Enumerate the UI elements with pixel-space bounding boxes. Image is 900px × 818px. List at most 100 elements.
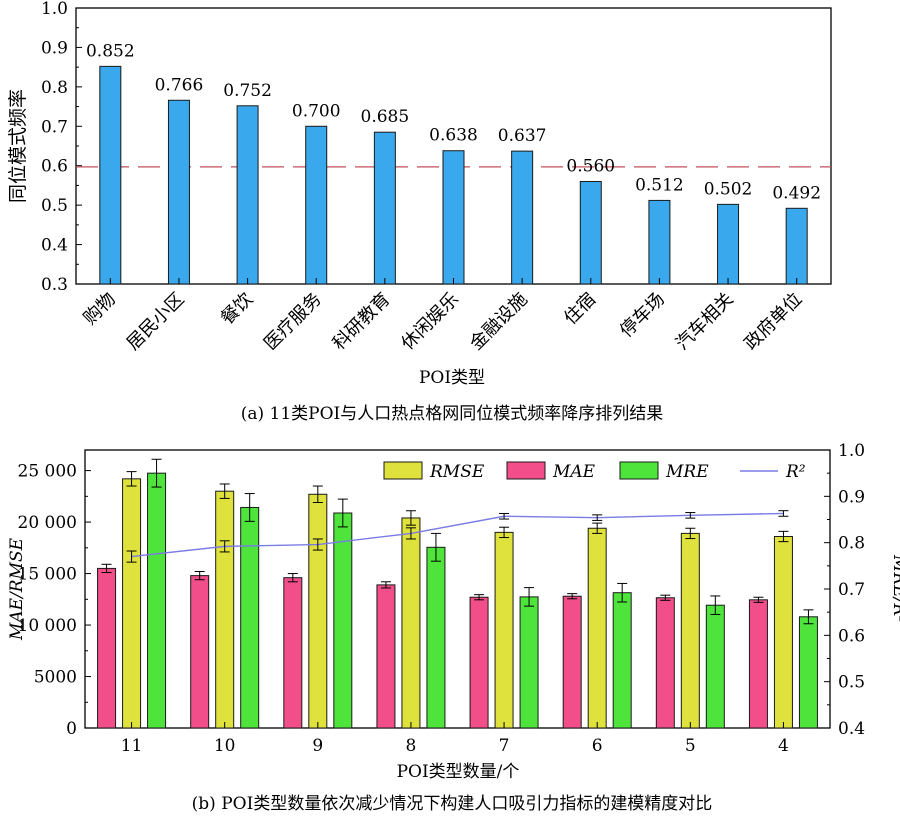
panel-b-category-label: 9 <box>312 736 323 756</box>
panel-b-left-y-tick-label: 10 000 <box>18 616 77 636</box>
panel-a-bar <box>717 203 740 285</box>
panel-b-rmse-bar <box>773 535 793 729</box>
panel-a-bar <box>442 150 465 285</box>
panel-b-right-y-axis: 0.4 0.5 0.6 0.7 0.8 0.9 1.0 <box>824 441 865 739</box>
panel-b-category-label: 7 <box>499 736 510 756</box>
panel-a-value-label: 0.700 <box>292 101 341 121</box>
panel-b-x-axis: 11 10 9 8 7 6 5 4 <box>121 722 789 756</box>
panel-a-value-label: 0.852 <box>86 41 135 61</box>
panel-a-value-label: 0.638 <box>429 126 478 146</box>
panel-a-value-label: 0.560 <box>566 156 615 176</box>
panel-a-y-tick-label: 0.4 <box>41 236 68 256</box>
panel-b-rmse-bar <box>494 531 514 729</box>
panel-a-bar <box>305 125 328 285</box>
panel-b-r2-line <box>131 512 784 558</box>
legend-label: RMSE <box>429 462 485 482</box>
panel-b-right-y-tick-label: 0.4 <box>838 719 865 739</box>
panel-a-category-label: 住宿 <box>560 289 600 329</box>
panel-a-value-label: 0.685 <box>361 107 410 127</box>
panel-a-category-label: 政府单位 <box>740 289 806 355</box>
panel-b-r2-series <box>126 510 789 563</box>
panel-b-x-axis-title: POI类型数量/个 <box>397 762 520 782</box>
legend-swatch <box>619 461 659 480</box>
panel-a-bar <box>99 65 122 285</box>
panel-b-rmse-bar <box>680 532 700 729</box>
legend-label: MAE <box>552 462 596 482</box>
panel-b-right-y-tick-label: 0.7 <box>838 580 865 600</box>
panel-b-rmse-bar <box>587 527 607 729</box>
panel-a-x-axis-title: POI类型 <box>419 368 485 388</box>
panel-b-mae-bar <box>748 599 768 729</box>
panel-a-category-label: 科研教育 <box>329 289 395 355</box>
panel-b-category-label: 8 <box>406 736 417 756</box>
panel-b-left-y-tick-label: 5000 <box>34 668 77 688</box>
panel-b-category-label: 10 <box>214 736 236 756</box>
panel-b-mae-bar <box>283 577 303 729</box>
panel-a-value-label: 0.512 <box>635 175 684 195</box>
panel-b-mae-bar <box>469 596 489 729</box>
panel-b-mre-bar <box>798 616 818 729</box>
panel-b-mae-bar <box>190 575 210 729</box>
panel-a-x-axis: 购物 居民小区 餐饮 医疗服务 科研教育 休闲娱乐 金融设施 住宿 停车场 汽车相关 政府单位 <box>80 278 806 355</box>
panel-b-mre-bar <box>333 512 353 729</box>
panel-a-category-label: 居民小区 <box>123 289 189 355</box>
panel-b-mre-bar <box>519 596 539 729</box>
panel-a-bar <box>648 199 671 285</box>
panel-b-mre-bar <box>705 604 725 729</box>
panel-a-value-label: 0.502 <box>704 179 753 199</box>
legend-swatch <box>506 461 546 480</box>
panel-b-mae-bar <box>562 595 582 729</box>
panel-a-bar <box>373 131 396 285</box>
panel-b-rmse-bar <box>401 517 421 729</box>
panel-a-y-tick-label: 0.6 <box>41 157 68 177</box>
panel-a-value-label: 0.752 <box>223 81 272 101</box>
panel-b-mre-bar <box>240 506 260 729</box>
panel-a-y-tick-label: 0.9 <box>41 38 68 58</box>
panel-b-mre-bar <box>612 592 632 729</box>
panel-b-rmse-bar <box>308 493 328 729</box>
panel-a-bar <box>511 150 534 285</box>
panel-b-category-label: 11 <box>121 736 143 756</box>
panel-b-right-y-axis-title: MRE/R² <box>889 554 900 623</box>
legend-label: MRE <box>665 462 709 482</box>
panel-b-left-y-axis: 0 5000 10 000 15 000 20 000 25 000 <box>18 462 91 739</box>
legend-swatch <box>383 461 423 480</box>
panel-a-category-label: 停车场 <box>616 289 669 342</box>
panel-a-category-label: 餐饮 <box>217 289 257 329</box>
panel-a-category-label: 医疗服务 <box>260 289 326 355</box>
panel-b-category-label: 4 <box>778 736 789 756</box>
panel-a-category-label: 汽车相关 <box>672 289 738 355</box>
panel-a-y-axis: 0.3 0.4 0.5 0.6 0.7 0.8 0.9 1.0 <box>41 0 82 295</box>
panel-b-mae-bar <box>97 567 117 729</box>
panel-a-category-label: 购物 <box>80 289 120 329</box>
panel-b-right-y-tick-label: 1.0 <box>838 441 865 461</box>
panel-a-category-label: 金融设施 <box>466 289 532 355</box>
panel-a-value-label: 0.766 <box>155 75 204 95</box>
panel-a-y-tick-label: 1.0 <box>41 0 68 19</box>
panel-b-left-y-tick-label: 25 000 <box>18 462 77 482</box>
panel-b-left-y-axis-title: MAE/RMSE <box>7 537 27 641</box>
panel-a-value-label: 0.492 <box>772 183 821 203</box>
panel-b-category-label: 6 <box>592 736 603 756</box>
panel-a-bar <box>236 105 259 285</box>
panel-b-mre-bar <box>426 546 446 729</box>
panel-b-bars <box>97 458 818 729</box>
panel-b-left-y-tick-label: 0 <box>66 719 77 739</box>
panel-a-y-tick-label: 0.8 <box>41 78 68 98</box>
panel-a-value-label: 0.637 <box>498 126 547 146</box>
panel-b-right-y-tick-label: 0.9 <box>838 487 865 507</box>
panel-b-caption: (b) POI类型数量依次减少情况下构建人口吸引力指标的建模精度对比 <box>192 794 713 814</box>
panel-a-bars: 0.852 0.766 0.752 0.700 0.685 0.638 0.637 0.560… <box>86 41 821 285</box>
panel-b-right-y-tick-label: 0.5 <box>838 673 865 693</box>
panel-b-rmse-bar <box>215 490 235 729</box>
panel-b-left-y-tick-label: 20 000 <box>18 513 77 533</box>
panel-b-rmse-bar <box>122 478 142 729</box>
panel-a-bar <box>579 180 602 285</box>
panel-a-y-tick-label: 0.3 <box>41 275 68 295</box>
panel-b-right-y-tick-label: 0.6 <box>838 626 865 646</box>
panel-a-category-label: 休闲娱乐 <box>397 289 463 355</box>
panel-a-y-tick-label: 0.5 <box>41 196 68 216</box>
panel-a-y-tick-label: 0.7 <box>41 117 68 137</box>
